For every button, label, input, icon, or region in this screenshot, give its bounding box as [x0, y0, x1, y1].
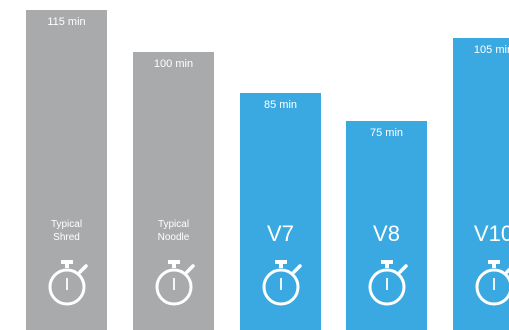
bar-v8: 75 min V8: [346, 121, 427, 330]
bar-category-label: V7: [267, 221, 294, 246]
bar-category-label: Typical Shred: [50, 219, 83, 243]
bar-category-label: V8: [373, 221, 400, 246]
bar-value-label: 105 min: [473, 44, 509, 56]
stopwatch-icon: [147, 260, 201, 306]
bar-category-label: V10: [473, 221, 509, 246]
stopwatch-icon: [467, 260, 509, 306]
stopwatch-icon: [254, 260, 308, 306]
bar-v7: 85 min V7: [240, 93, 321, 330]
bar-value-label: 100 min: [153, 58, 194, 70]
stopwatch-icon: [40, 260, 94, 306]
bar-typical-shred: 115 min Typical Shred: [26, 10, 107, 330]
bar-value-label: 75 min: [369, 127, 404, 139]
bar-category-label: Typical Noodle: [157, 219, 190, 243]
bar-v10: 105 min V10: [453, 38, 509, 330]
bar-value-label: 85 min: [263, 99, 298, 111]
bar-value-label: 115 min: [47, 16, 86, 28]
bar-typical-noodle: 100 min Typical Noodle: [133, 52, 214, 330]
stopwatch-icon: [360, 260, 414, 306]
